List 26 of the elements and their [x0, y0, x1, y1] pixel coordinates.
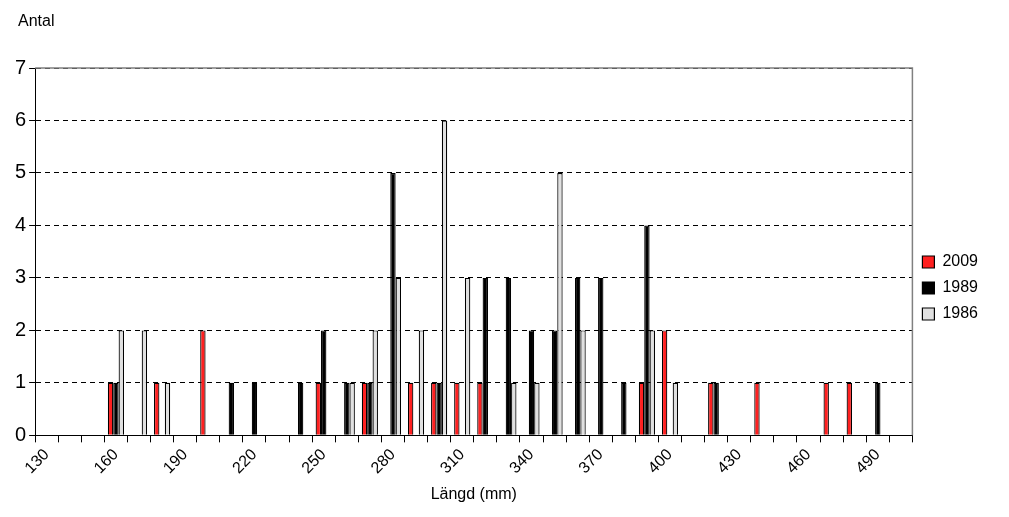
x-tick-label: 160: [90, 445, 122, 477]
x-tick-label: 220: [228, 445, 260, 477]
legend-label: 1986: [942, 304, 979, 322]
y-tick-label: 6: [15, 107, 27, 130]
y-axis-title: Antal: [18, 12, 55, 30]
x-tick-label: 310: [436, 445, 468, 477]
x-tick-label: 280: [367, 445, 399, 477]
y-tick-label: 1: [15, 370, 27, 393]
x-tick-label: 430: [713, 445, 745, 477]
x-tick-label: 190: [159, 445, 191, 477]
x-tick-label: 400: [644, 445, 676, 477]
x-tick-label: 340: [505, 445, 537, 477]
x-tick-label: 370: [575, 445, 607, 477]
y-tick-label: 2: [15, 317, 27, 340]
x-tick-label: 130: [21, 445, 52, 477]
x-tick-label: 490: [852, 445, 884, 477]
y-tick-label: 4: [15, 212, 27, 235]
x-axis-title: Längd (mm): [430, 484, 517, 502]
legend-label: 1989: [942, 278, 979, 296]
x-tick-label: 460: [782, 445, 814, 477]
y-tick-label: 5: [15, 160, 27, 183]
x-tick-label: 250: [298, 445, 330, 477]
y-tick-label: 0: [15, 422, 27, 445]
y-tick-label: 7: [15, 55, 27, 78]
y-tick-label: 3: [15, 265, 27, 288]
legend-label: 2009: [942, 252, 979, 270]
